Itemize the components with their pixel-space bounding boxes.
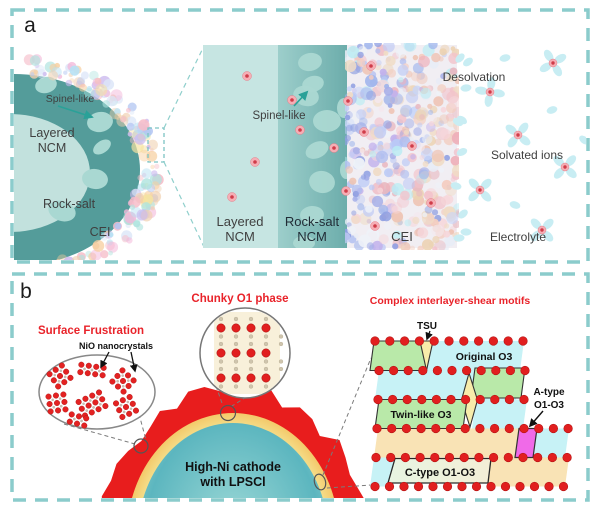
- label-zoom-layered-1: Layered: [217, 214, 264, 229]
- panel-b-content: High-Ni cathode with LPSCl Surface Frust…: [38, 293, 573, 498]
- rim-circle-left: [133, 438, 149, 454]
- zoom-spinel-arrow: [293, 90, 309, 107]
- nio-arrow-1: [100, 351, 110, 369]
- label-electrolyte: Electrolyte: [490, 230, 546, 244]
- rim-circle-right: [313, 473, 327, 491]
- a-type-arrow: [528, 410, 544, 428]
- label-cathode-1: High-Ni cathode: [185, 460, 281, 474]
- label-nio-nanocrystals: NiO nanocrystals: [79, 341, 153, 351]
- cei-mosaic: [345, 43, 459, 250]
- desolvating-solvent-molecules: [450, 53, 586, 242]
- rock-salt-domains: [293, 52, 347, 248]
- panel-b-letter: b: [20, 280, 32, 303]
- label-twin-like-o3: Twin-like O3: [390, 409, 451, 421]
- label-solvated-ions: Solvated ions: [491, 148, 563, 162]
- label-rock-salt: Rock-salt: [43, 197, 96, 211]
- zoom-guide-bottom: [163, 161, 205, 248]
- label-layered-ncm-1: Layered: [29, 126, 74, 140]
- label-original-o3: Original O3: [456, 351, 513, 363]
- label-spinel-like: Spinel-like: [46, 93, 95, 105]
- label-tsu: TSU: [417, 321, 437, 332]
- label-layered-ncm-2: NCM: [38, 141, 66, 155]
- spinel-domains: [35, 76, 113, 222]
- spinel-arrow: [57, 105, 94, 120]
- lithium-ions: [227, 61, 436, 231]
- shear-motif-diagram: Complex interlayer-shear motifs TSU Orig…: [369, 295, 573, 492]
- shear-bands: [369, 340, 569, 487]
- label-a-type-1: A-type: [533, 387, 565, 398]
- high-ni-cathode: High-Ni cathode with LPSCl: [101, 387, 364, 498]
- layered-ncm-band: [203, 45, 278, 248]
- label-cei: CEI: [90, 225, 111, 239]
- label-c-type: C-type O1-O3: [405, 467, 475, 479]
- label-zoom-layered-2: NCM: [225, 229, 255, 244]
- o1-lattice-atoms: [216, 316, 284, 389]
- nio-nanocrystal-clusters: [45, 361, 139, 429]
- zoom-strip: [203, 45, 347, 248]
- zoom-guide-top: [163, 45, 205, 129]
- label-zoom-cei: CEI: [391, 229, 413, 244]
- cathode-particle: [14, 74, 140, 260]
- label-zoom-rocksalt-2: NCM: [297, 229, 327, 244]
- label-zoom-spinel: Spinel-like: [252, 110, 305, 122]
- label-zoom-rocksalt-1: Rock-salt: [285, 214, 340, 229]
- label-cathode-2: with LPSCl: [199, 475, 265, 489]
- panel-a-letter: a: [24, 14, 36, 37]
- tsu-arrow: [425, 330, 433, 341]
- surface-frustration-inset: Surface Frustration NiO nanocrystals: [38, 325, 156, 430]
- teal-core: [143, 423, 323, 498]
- rim-circle-mid: [219, 404, 237, 422]
- solvated-ion-clusters: [468, 49, 577, 242]
- nio-arrow-2: [129, 351, 138, 373]
- panel-a-content: Spinel-like Layered NCM Rock-salt CEI Sp…: [14, 43, 586, 260]
- label-desolvation: Desolvation: [443, 70, 506, 84]
- chunky-o1-inset: Chunky O1 phase: [191, 293, 291, 399]
- label-a-type-2: O1-O3: [534, 400, 564, 411]
- label-surface-frustration: Surface Frustration: [38, 325, 144, 337]
- label-motifs-title: Complex interlayer-shear motifs: [370, 295, 531, 307]
- zoom-region-rect: [147, 127, 165, 163]
- transition-metal-dot-rows: [370, 336, 573, 492]
- label-chunky-o1: Chunky O1 phase: [191, 293, 288, 305]
